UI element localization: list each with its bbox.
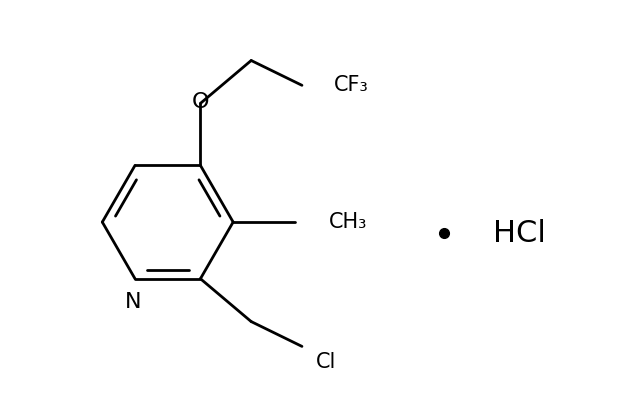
Text: N: N [125, 292, 141, 312]
Text: CF₃: CF₃ [333, 75, 368, 95]
Text: CH₃: CH₃ [329, 212, 367, 232]
Text: HCl: HCl [493, 219, 545, 248]
Text: Cl: Cl [316, 352, 336, 372]
Text: O: O [192, 92, 209, 112]
